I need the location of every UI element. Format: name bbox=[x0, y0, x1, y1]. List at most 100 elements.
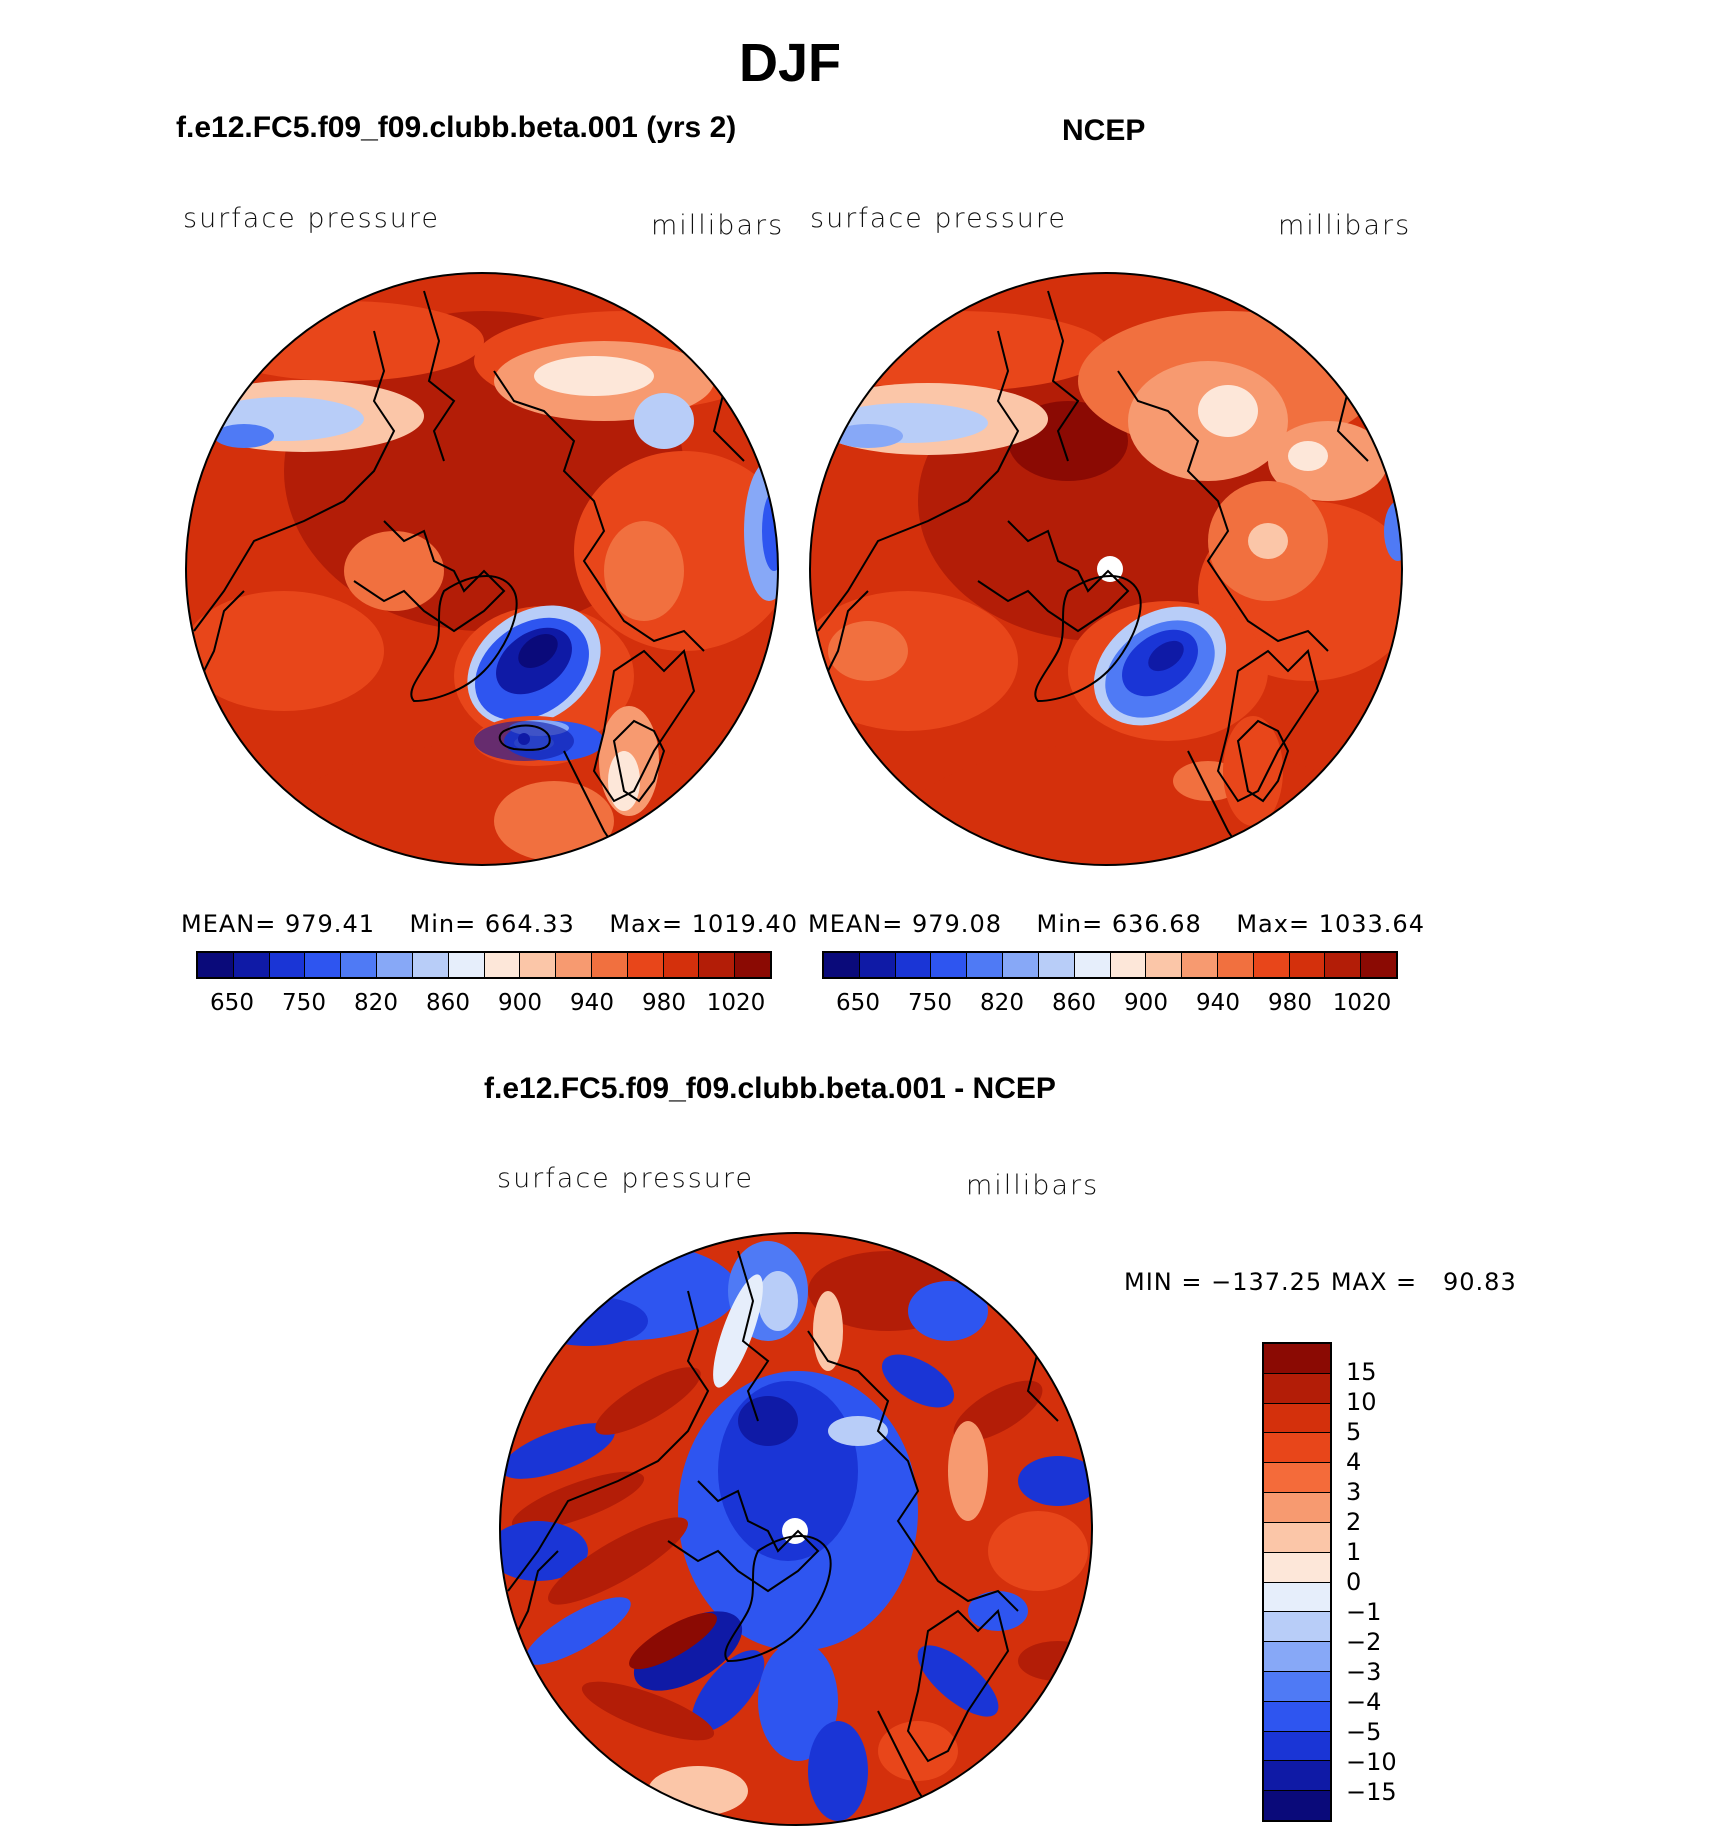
colorbar-swatch bbox=[627, 953, 664, 977]
colorbar-swatch bbox=[1038, 953, 1075, 977]
panel2-stats: MEAN= 979.08 Min= 636.68 Max= 1033.64 bbox=[808, 910, 1425, 938]
diff-minmax-text: MIN = −137.25 MAX = 90.83 bbox=[1124, 1268, 1517, 1296]
colorbar-swatch bbox=[377, 953, 413, 977]
colorbar-swatch bbox=[1264, 1373, 1330, 1404]
colorbar-swatch bbox=[735, 953, 770, 977]
colorbar-swatch bbox=[1146, 953, 1183, 977]
colorbar-level-label: 3 bbox=[1346, 1478, 1362, 1506]
panel2-variable-label: surface pressure bbox=[810, 203, 1067, 234]
diff-polar-map bbox=[499, 1232, 1093, 1826]
colorbar-swatch bbox=[1264, 1463, 1330, 1494]
colorbar-level-label: 15 bbox=[1346, 1358, 1377, 1386]
colorbar-swatch bbox=[1264, 1344, 1330, 1374]
diff-units-label: millibars bbox=[966, 1170, 1100, 1201]
panel1-min-value: 664.33 bbox=[484, 910, 575, 938]
colorbar-swatch bbox=[1264, 1493, 1330, 1523]
colorbar-tick-label: 820 bbox=[354, 990, 398, 1016]
colorbar-tick-label: 940 bbox=[570, 990, 614, 1016]
panel1-max-value: 1019.40 bbox=[691, 910, 798, 938]
colorbar-swatch bbox=[1264, 1552, 1330, 1583]
colorbar-swatch bbox=[484, 953, 521, 977]
colorbar-level-label: 5 bbox=[1346, 1418, 1362, 1446]
panel2-units-label: millibars bbox=[1278, 210, 1412, 241]
colorbar-level-label: 2 bbox=[1346, 1508, 1362, 1536]
colorbar-swatch bbox=[699, 953, 736, 977]
colorbar-swatch bbox=[1264, 1403, 1330, 1434]
colorbar-swatch bbox=[1264, 1761, 1330, 1792]
panel1-colorbar-ticks: 650 750 820 860 900 940 980 1020 bbox=[196, 990, 772, 1020]
colorbar-swatch bbox=[824, 953, 860, 977]
colorbar-swatch bbox=[931, 953, 968, 977]
colorbar-level-label: 0 bbox=[1346, 1568, 1362, 1596]
colorbar-level-label: −1 bbox=[1346, 1598, 1382, 1626]
colorbar-tick-label: 650 bbox=[210, 990, 254, 1016]
diff-variable-label: surface pressure bbox=[497, 1163, 754, 1194]
panel2-max-label: Max= bbox=[1236, 910, 1311, 938]
panel2-polar-map bbox=[809, 272, 1403, 866]
colorbar-level-label: −2 bbox=[1346, 1628, 1382, 1656]
panel1-stats: MEAN= 979.41 Min= 664.33 Max= 1019.40 bbox=[181, 910, 798, 938]
panel1-mean-value: 979.41 bbox=[285, 910, 375, 938]
panel1-variable-label: surface pressure bbox=[183, 203, 440, 234]
panel1-min-label: Min= bbox=[409, 910, 477, 938]
colorbar-tick-label: 980 bbox=[642, 990, 686, 1016]
panel2-colorbar-ticks: 650 750 820 860 900 940 980 1020 bbox=[822, 990, 1398, 1020]
colorbar-swatch bbox=[1361, 953, 1396, 977]
season-title: DJF bbox=[738, 33, 841, 93]
panel1-title: f.e12.FC5.f09_f09.clubb.beta.001 (yrs 2) bbox=[176, 111, 737, 144]
colorbar-swatch bbox=[448, 953, 485, 977]
colorbar-tick-label: 980 bbox=[1268, 990, 1312, 1016]
colorbar-swatch bbox=[341, 953, 378, 977]
colorbar-level-label: 1 bbox=[1346, 1538, 1362, 1566]
colorbar-swatch bbox=[1264, 1642, 1330, 1672]
panel2-min-label: Min= bbox=[1036, 910, 1104, 938]
panel2-colorbar bbox=[822, 951, 1398, 979]
panel2-min-value: 636.68 bbox=[1111, 910, 1202, 938]
panel1-units-label: millibars bbox=[651, 210, 785, 241]
colorbar-swatch bbox=[859, 953, 896, 977]
colorbar-swatch bbox=[1264, 1433, 1330, 1464]
colorbar-swatch bbox=[1289, 953, 1326, 977]
colorbar-swatch bbox=[1264, 1522, 1330, 1553]
colorbar-swatch bbox=[1074, 953, 1111, 977]
panel2-title: NCEP bbox=[1062, 114, 1146, 147]
colorbar-tick-label: 900 bbox=[1124, 990, 1168, 1016]
panel2-mean-label: MEAN= bbox=[808, 910, 904, 938]
panel2-mean-value: 979.08 bbox=[912, 910, 1002, 938]
panel2-max-value: 1033.64 bbox=[1318, 910, 1425, 938]
colorbar-level-label: −15 bbox=[1346, 1778, 1397, 1806]
colorbar-swatch bbox=[1217, 953, 1254, 977]
panel1-colorbar bbox=[196, 951, 772, 979]
colorbar-tick-label: 1020 bbox=[1332, 990, 1392, 1016]
colorbar-swatch bbox=[556, 953, 592, 977]
diff-colorbar-labels: 15 10 5 4 3 2 1 0 −1 −2 −3 −4 −5 −10 −15 bbox=[1346, 1342, 1446, 1822]
colorbar-tick-label: 940 bbox=[1196, 990, 1240, 1016]
colorbar-tick-label: 1020 bbox=[706, 990, 766, 1016]
colorbar-swatch bbox=[1003, 953, 1039, 977]
colorbar-swatch bbox=[1264, 1731, 1330, 1762]
colorbar-level-label: 10 bbox=[1346, 1388, 1377, 1416]
diff-colorbar bbox=[1262, 1342, 1332, 1822]
colorbar-swatch bbox=[1110, 953, 1147, 977]
colorbar-tick-label: 750 bbox=[908, 990, 952, 1016]
colorbar-swatch bbox=[1325, 953, 1362, 977]
colorbar-swatch bbox=[1253, 953, 1290, 977]
colorbar-tick-label: 650 bbox=[836, 990, 880, 1016]
colorbar-swatch bbox=[663, 953, 700, 977]
colorbar-swatch bbox=[895, 953, 932, 977]
colorbar-level-label: −10 bbox=[1346, 1748, 1397, 1776]
colorbar-swatch bbox=[967, 953, 1004, 977]
colorbar-swatch bbox=[1264, 1671, 1330, 1702]
colorbar-swatch bbox=[1264, 1701, 1330, 1732]
colorbar-swatch bbox=[591, 953, 628, 977]
colorbar-swatch bbox=[412, 953, 449, 977]
colorbar-swatch bbox=[269, 953, 306, 977]
colorbar-tick-label: 860 bbox=[1052, 990, 1096, 1016]
colorbar-swatch bbox=[1264, 1612, 1330, 1643]
colorbar-swatch bbox=[198, 953, 234, 977]
colorbar-swatch bbox=[520, 953, 557, 977]
colorbar-level-label: 4 bbox=[1346, 1448, 1362, 1476]
colorbar-swatch bbox=[1182, 953, 1218, 977]
diff-panel-title: f.e12.FC5.f09_f09.clubb.beta.001 - NCEP bbox=[484, 1072, 1056, 1105]
colorbar-level-label: −4 bbox=[1346, 1688, 1382, 1716]
